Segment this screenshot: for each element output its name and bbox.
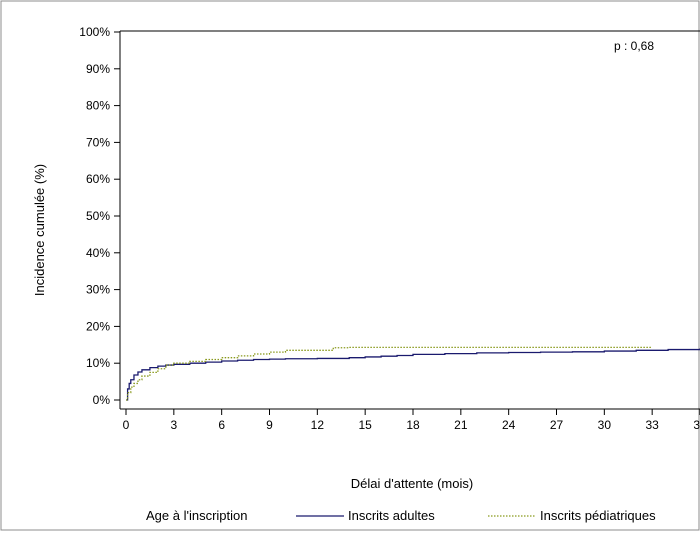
y-tick-label: 50% <box>86 209 110 223</box>
series-line-adultes <box>126 348 700 401</box>
x-tick-label: 27 <box>550 418 564 432</box>
x-tick-label: 0 <box>123 418 130 432</box>
y-tick-label: 60% <box>86 172 110 186</box>
x-tick-label: 15 <box>358 418 372 432</box>
x-tick-label: 3 <box>170 418 177 432</box>
x-axis-label: Délai d'attente (mois) <box>351 476 473 491</box>
legend: Age à l'inscription Inscrits adultes Ins… <box>146 508 656 523</box>
legend-title: Age à l'inscription <box>146 508 247 523</box>
x-tick-label: 12 <box>311 418 325 432</box>
x-tick-label: 33 <box>645 418 659 432</box>
y-tick-label: 0% <box>93 393 111 407</box>
series-line-pediatriques <box>126 346 653 401</box>
y-tick-label: 40% <box>86 246 110 260</box>
y-tick-label: 30% <box>86 283 110 297</box>
legend-label-pediatriques: Inscrits pédiatriques <box>540 508 656 523</box>
x-tick-label: 21 <box>454 418 468 432</box>
legend-label-adultes: Inscrits adultes <box>348 508 435 523</box>
y-tick-label: 20% <box>86 319 110 333</box>
y-axis-label: Incidence cumulée (%) <box>32 164 47 296</box>
p-value-annotation: p : 0,68 <box>614 39 654 53</box>
x-tick-label: 24 <box>502 418 516 432</box>
y-tick-label: 80% <box>86 99 110 113</box>
y-tick-label: 10% <box>86 356 110 370</box>
series-layer <box>126 346 700 401</box>
y-tick-label: 90% <box>86 62 110 76</box>
x-tick-label: 6 <box>218 418 225 432</box>
x-axis-ticks: 0369121518212427303336 <box>123 409 700 432</box>
x-tick-label: 9 <box>266 418 273 432</box>
y-axis-ticks: 0% 10% 20% 30% 40% 50% 60% 70% 80% 90% 100% <box>79 25 120 407</box>
x-tick-label: 36 <box>693 418 700 432</box>
y-tick-label: 100% <box>79 25 110 39</box>
x-tick-label: 30 <box>598 418 612 432</box>
y-tick-label: 70% <box>86 135 110 149</box>
x-tick-label: 18 <box>406 418 420 432</box>
